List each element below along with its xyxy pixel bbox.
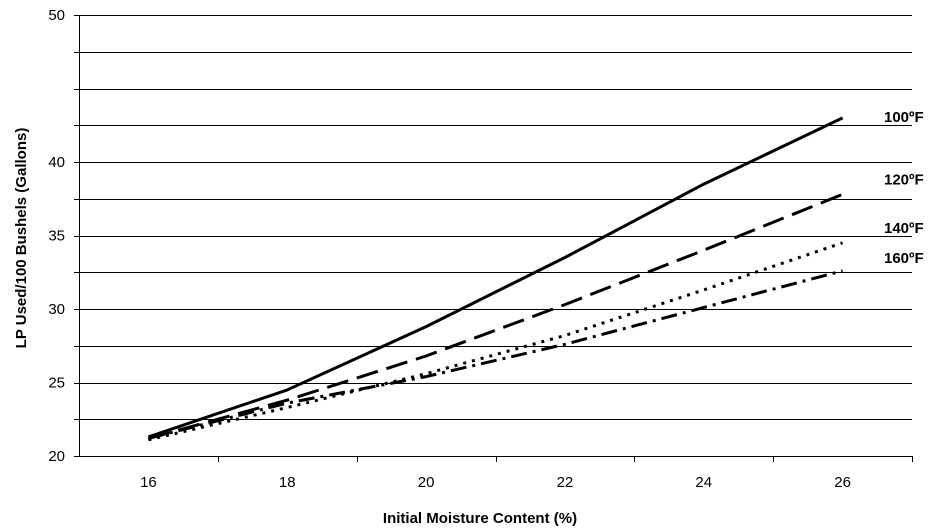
x-tick-label: 24 [695, 474, 712, 491]
x-tick-label: 16 [140, 474, 157, 491]
series-line-160f [148, 269, 843, 440]
series-label-140f: 140ºF [884, 220, 924, 237]
x-tick-label: 22 [557, 474, 574, 491]
series-line-140f [148, 241, 844, 442]
series-line-100f [147, 116, 844, 439]
grid [79, 15, 912, 420]
x-tick-label: 26 [834, 474, 851, 491]
x-tick-label: 20 [418, 474, 435, 491]
ticks: 20 25 30 35 40 50 16 18 20 22 24 26 [48, 7, 913, 491]
y-tick-label: 40 [48, 154, 65, 171]
y-tick-label: 25 [48, 375, 65, 392]
y-axis-title: LP Used/100 Bushels (Gallons) [13, 128, 30, 349]
x-tick-label: 18 [279, 474, 296, 491]
x-axis-title: Initial Moisture Content (%) [383, 510, 577, 527]
axes [79, 15, 912, 457]
series-label-100f: 100ºF [884, 109, 924, 126]
series-lines [147, 116, 844, 442]
y-tick-label: 20 [48, 448, 65, 465]
series-label-160f: 160ºF [884, 250, 924, 267]
y-tick-label: 50 [48, 7, 65, 24]
y-tick-label: 35 [48, 228, 65, 245]
series-label-120f: 120ºF [884, 171, 924, 188]
y-tick-label: 30 [48, 301, 65, 318]
series-labels: 100ºF 120ºF 140ºF 160ºF [884, 109, 924, 267]
